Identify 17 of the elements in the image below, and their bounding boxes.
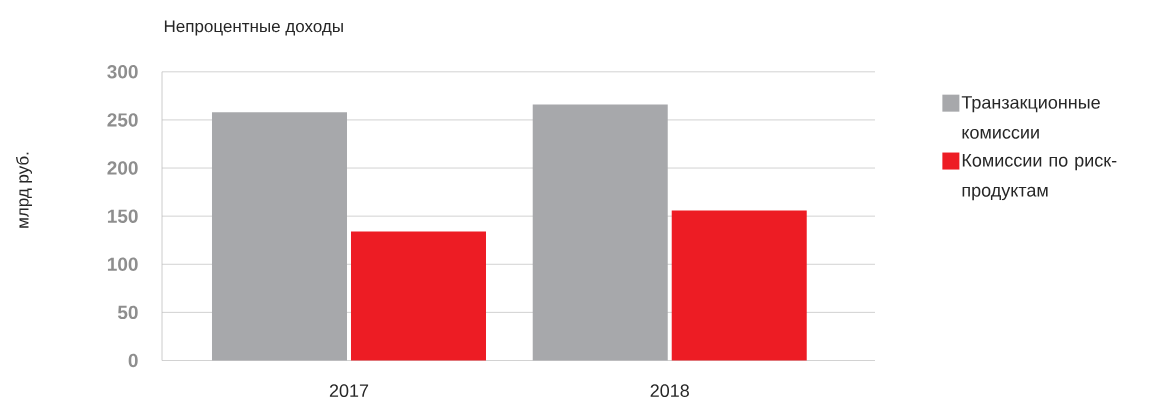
- y-tick-label: 50: [117, 305, 138, 320]
- bar: [671, 210, 807, 361]
- y-tick-label: 300: [107, 65, 138, 79]
- bar: [211, 112, 347, 361]
- y-tick-label: 250: [107, 113, 138, 127]
- y-tick-label: 0: [128, 353, 138, 368]
- bar: [351, 231, 486, 361]
- y-tick-label: 200: [107, 161, 138, 175]
- chart-title: Непроцентные доходы: [164, 20, 343, 36]
- x-tick-label: 2017: [329, 384, 369, 398]
- bar: [532, 104, 668, 361]
- legend-label: Транзакционные комиссии: [961, 96, 1100, 139]
- x-tick-label: 2018: [650, 384, 689, 398]
- legend-label: Комиссии по риск-продуктам: [962, 154, 1117, 201]
- y-tick-label: 100: [107, 257, 138, 271]
- y-axis-title: млрд руб.: [16, 152, 32, 228]
- y-tick-label: 150: [107, 209, 138, 223]
